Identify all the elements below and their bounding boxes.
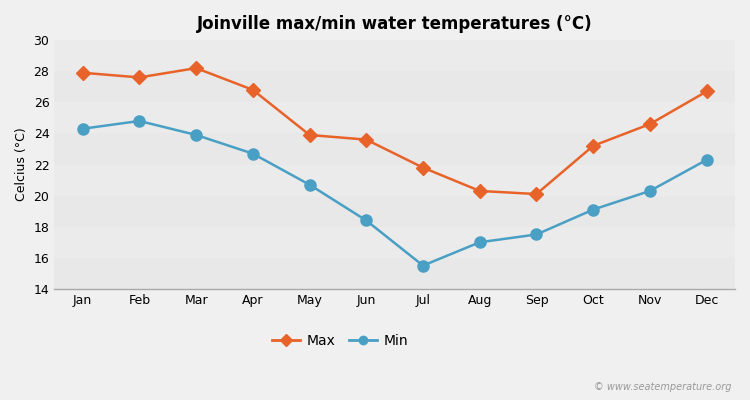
Y-axis label: Celcius (°C): Celcius (°C) — [15, 128, 28, 201]
Min — [191, 132, 200, 137]
Title: Joinville max/min water temperatures (°C): Joinville max/min water temperatures (°C… — [196, 15, 592, 33]
Min — [362, 218, 370, 223]
Line: Min: Min — [77, 116, 712, 271]
Bar — [54, 164, 735, 196]
Max — [362, 137, 370, 142]
Min — [702, 158, 711, 162]
Min — [589, 207, 598, 212]
Bar — [54, 134, 735, 164]
Bar — [54, 71, 735, 102]
Min — [476, 240, 484, 245]
Min — [532, 232, 541, 237]
Min — [248, 151, 257, 156]
Text: © www.seatemperature.org: © www.seatemperature.org — [594, 382, 731, 392]
Min — [305, 182, 314, 187]
Max — [135, 75, 144, 80]
Max — [532, 192, 541, 196]
Max — [589, 144, 598, 148]
Max — [305, 132, 314, 137]
Max — [419, 165, 428, 170]
Line: Max: Max — [78, 63, 712, 199]
Bar — [54, 40, 735, 71]
Bar — [54, 258, 735, 289]
Legend: Max, Min: Max, Min — [266, 328, 414, 353]
Max — [248, 88, 257, 92]
Max — [476, 188, 484, 193]
Bar — [54, 227, 735, 258]
Max — [78, 70, 87, 75]
Min — [419, 263, 428, 268]
Bar — [54, 196, 735, 227]
Max — [702, 89, 711, 94]
Max — [191, 66, 200, 70]
Min — [646, 188, 655, 193]
Max — [646, 122, 655, 126]
Min — [78, 126, 87, 131]
Bar — [54, 102, 735, 134]
Min — [135, 118, 144, 123]
